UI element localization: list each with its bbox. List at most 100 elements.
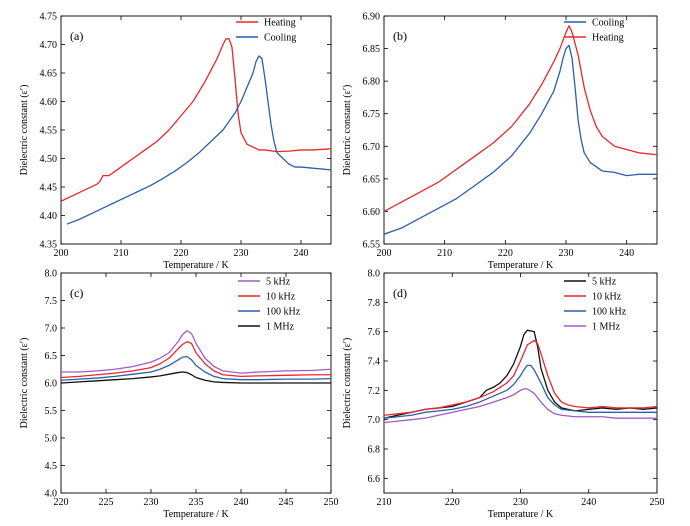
x-tick-label: 220 [174, 248, 189, 259]
series-line-10-khz [384, 339, 657, 416]
x-tick-label: 220 [54, 497, 69, 508]
chart-panel: 200 210 220 230 240 6.55 6.60 6.65 6.70 6.75 6.80 6… [342, 12, 658, 271]
y-tick-label: 5.5 [45, 406, 58, 417]
y-tick-label: 4.50 [40, 154, 58, 165]
x-tick-label: 240 [294, 248, 309, 259]
x-tick-label: 210 [114, 248, 129, 259]
x-tick-label: 200 [54, 248, 69, 259]
y-tick-label: 4.75 [40, 12, 58, 23]
x-tick-label: 200 [377, 248, 392, 259]
x-axis-label: Temperature / K [488, 509, 554, 520]
x-tick-label: 210 [377, 497, 392, 508]
x-tick-label: 240 [234, 497, 249, 508]
series-line-100-khz [61, 355, 331, 381]
series-line-cooling [384, 44, 657, 235]
y-tick-label: 4.60 [40, 97, 58, 108]
y-axis-label: Dielectric constant (ε′) [19, 338, 30, 429]
y-tick-label: 6.65 [363, 174, 381, 185]
x-tick-label: 250 [650, 497, 665, 508]
x-tick-label: 220 [498, 248, 513, 259]
y-tick-label: 4.65 [40, 69, 58, 80]
x-tick-label: 240 [581, 497, 596, 508]
legend-entry: Cooling [592, 18, 624, 29]
y-tick-label: 6.70 [363, 142, 381, 153]
y-tick-label: 6.6 [368, 474, 381, 485]
series-line-heating [61, 38, 331, 202]
legend-entry: 5 kHz [592, 277, 617, 288]
panel-label: (b) [393, 29, 407, 43]
x-tick-label: 230 [234, 248, 249, 259]
series-line-5-khz [61, 330, 331, 374]
legend-entry: Heating [264, 18, 296, 29]
y-tick-label: 7.5 [45, 296, 58, 307]
panel-label: (c) [70, 286, 83, 300]
x-tick-label: 240 [619, 248, 634, 259]
y-tick-label: 8.0 [368, 269, 381, 280]
series-line-5-khz [384, 329, 657, 419]
x-tick-label: 230 [144, 497, 159, 508]
panel-label: (d) [393, 286, 407, 300]
legend: 5 kHz 10 kHz 100 kHz 1 MHz [564, 277, 627, 333]
y-tick-label: 6.75 [363, 109, 381, 120]
y-tick-label: 6.60 [363, 207, 381, 218]
y-tick-label: 4.5 [45, 461, 58, 472]
series-line-1-mhz [384, 388, 657, 424]
legend: 5 kHz 10 kHz 100 kHz 1 MHz [238, 277, 301, 333]
y-tick-label: 6.90 [363, 12, 381, 23]
y-tick-label: 6.0 [45, 379, 58, 390]
legend-entry: 1 MHz [592, 322, 621, 333]
y-tick-label: 6.8 [368, 445, 381, 456]
series-line-heating [384, 25, 657, 213]
x-tick-label: 220 [445, 497, 460, 508]
legend-entry: Cooling [264, 33, 296, 44]
x-tick-label: 210 [437, 248, 452, 259]
x-tick-label: 235 [189, 497, 204, 508]
y-tick-label: 7.8 [368, 298, 381, 309]
series-line-1-mhz [61, 371, 331, 384]
plot-frame [60, 15, 332, 245]
y-tick-label: 7.0 [45, 324, 58, 335]
panel-label: (a) [70, 29, 83, 43]
x-axis-label: Temperature / K [488, 260, 554, 271]
chart-panel: 210 220 230 240 250 6.6 6.8 7.0 7.2 7.4 7.6 7.8 8.0 T… [342, 269, 665, 521]
x-axis-label: Temperature / K [163, 509, 229, 520]
y-tick-label: 6.5 [45, 351, 58, 362]
y-tick-label: 4.40 [40, 211, 58, 222]
legend-entry: Heating [592, 33, 624, 44]
series-line-100-khz [384, 364, 657, 419]
y-tick-label: 4.45 [40, 183, 58, 194]
y-tick-label: 6.80 [363, 77, 381, 88]
series-line-cooling [66, 55, 331, 225]
series-line-10-khz [61, 341, 331, 379]
x-tick-label: 230 [513, 497, 528, 508]
x-tick-label: 245 [279, 497, 294, 508]
plot-frame [383, 15, 658, 245]
legend-entry: 10 kHz [266, 292, 296, 303]
y-tick-label: 5.0 [45, 434, 58, 445]
y-tick-label: 7.6 [368, 327, 381, 338]
y-tick-label: 4.55 [40, 126, 58, 137]
chart-panel: 200 210 220 230 240 4.35 4.40 4.45 4.50 4.55 4.60 4… [19, 12, 332, 271]
x-tick-label: 225 [99, 497, 114, 508]
y-tick-label: 6.55 [363, 240, 381, 251]
y-axis-label: Dielectric constant (ε′) [342, 338, 353, 429]
legend-entry: 10 kHz [592, 292, 622, 303]
y-tick-label: 7.2 [368, 386, 381, 397]
legend: Heating Cooling [236, 18, 296, 44]
x-tick-label: 230 [559, 248, 574, 259]
y-axis-label: Dielectric constant (ε′) [342, 85, 353, 176]
legend-entry: 5 kHz [266, 277, 291, 288]
y-tick-label: 7.4 [368, 357, 381, 368]
y-tick-label: 8.0 [45, 269, 58, 280]
y-tick-label: 4.70 [40, 40, 58, 51]
legend-entry: 100 kHz [266, 307, 301, 318]
y-tick-label: 4.0 [45, 489, 58, 500]
y-tick-label: 6.85 [363, 44, 381, 55]
y-tick-label: 7.0 [368, 415, 381, 426]
legend: Cooling Heating [564, 18, 624, 44]
x-axis-label: Temperature / K [163, 260, 229, 271]
y-axis-label: Dielectric constant (ε′) [19, 85, 30, 176]
legend-entry: 100 kHz [592, 307, 627, 318]
chart-panel: 220 225 230 235 240 245 250 4.0 4.5 5.0 5.5 6.0 6.5 7… [19, 269, 339, 521]
